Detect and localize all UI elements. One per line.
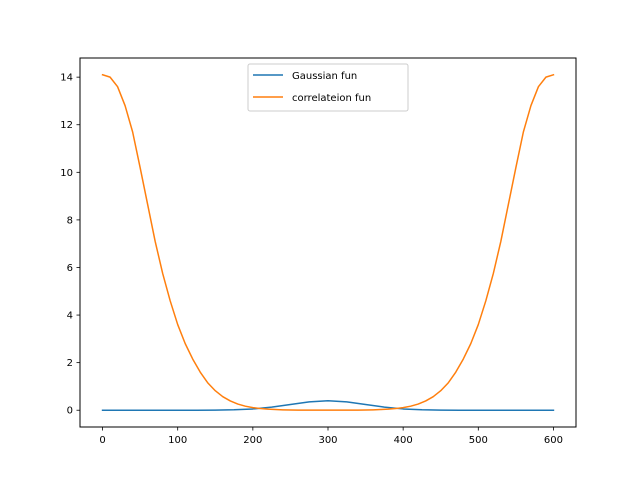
y-tick-label: 8 [67, 215, 73, 226]
y-tick-label: 12 [60, 120, 73, 131]
x-tick-label: 400 [394, 435, 413, 446]
y-tick-label: 4 [67, 311, 73, 322]
x-tick-label: 300 [318, 435, 337, 446]
x-tick-label: 600 [544, 435, 563, 446]
plot-lines [101, 73, 555, 411]
x-axis: 0 100 200 300 400 500 600 [99, 427, 563, 446]
legend: Gaussian fun correlateion fun [247, 63, 409, 112]
x-tick-label: 500 [469, 435, 488, 446]
y-tick-label: 0 [67, 406, 73, 417]
y-tick-label: 10 [60, 168, 73, 179]
x-tick-label: 100 [168, 435, 187, 446]
y-tick-label: 14 [60, 73, 73, 84]
y-axis: 0 2 4 6 8 10 12 14 [60, 73, 80, 417]
series-line-0 [101, 399, 555, 411]
y-tick-label: 2 [67, 358, 73, 369]
legend-label-gaussian: Gaussian fun [292, 71, 357, 82]
x-tick-label: 0 [99, 435, 105, 446]
legend-box [247, 63, 409, 112]
series-line-1 [101, 73, 555, 411]
x-tick-label: 200 [243, 435, 262, 446]
y-tick-label: 6 [67, 263, 73, 274]
legend-label-correlation: correlateion fun [292, 93, 371, 104]
